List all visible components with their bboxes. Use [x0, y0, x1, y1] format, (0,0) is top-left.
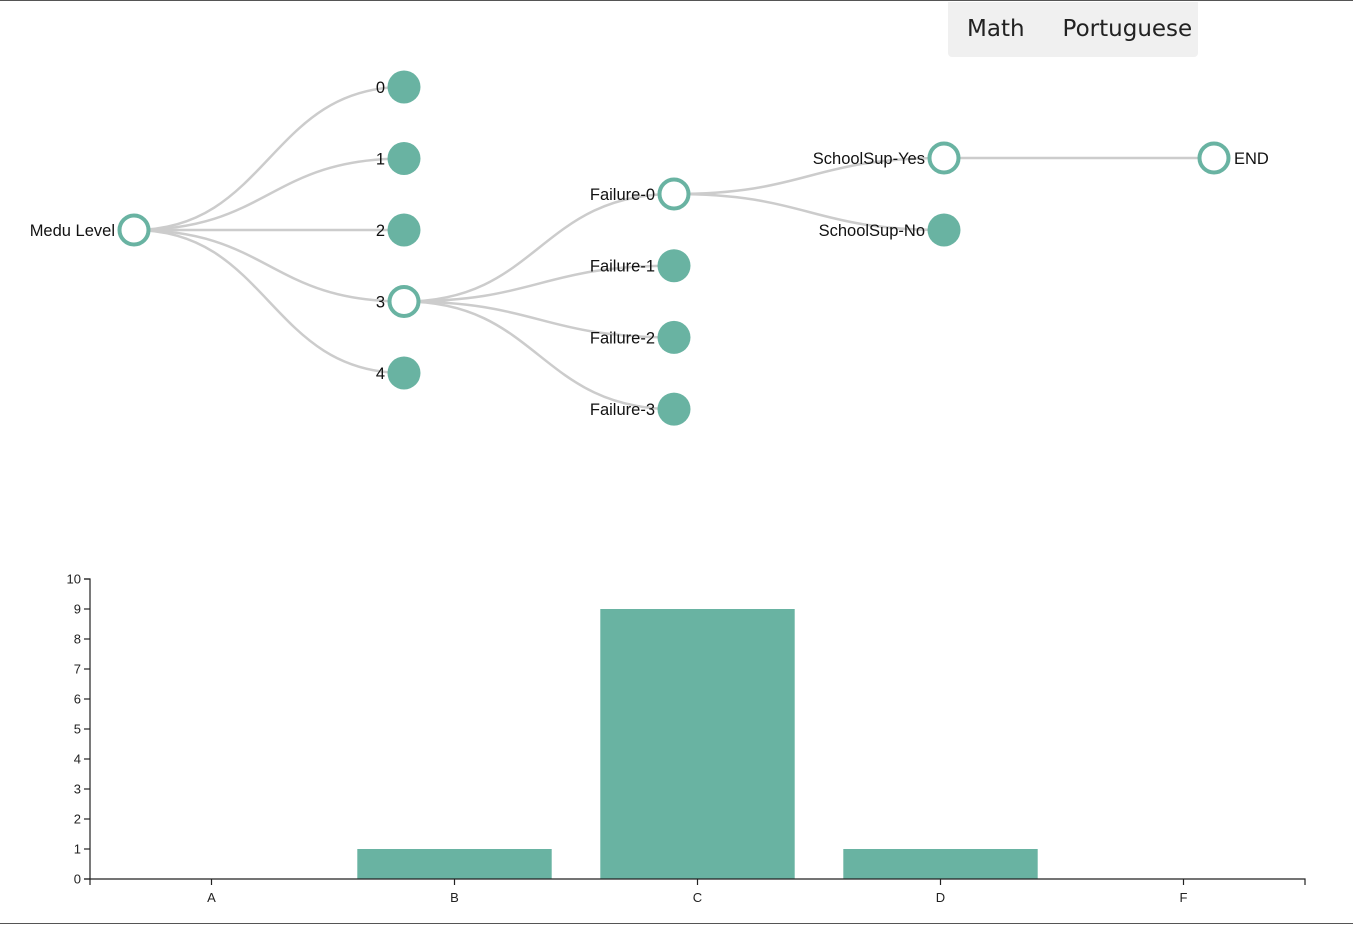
tree-node-medu-level[interactable]: Medu Level: [30, 213, 151, 247]
tree-link-0: [133, 85, 405, 232]
y-axis: 0 1 2 3 4 5 6 7 8 9 10: [67, 572, 91, 887]
tree-link-schoolsup-no: [673, 192, 945, 232]
tree-node-label: Failure-3: [590, 401, 655, 419]
tree-link-4: [133, 228, 405, 375]
tree-node-failure-3[interactable]: Failure-3: [590, 392, 691, 426]
y-tick-label-6: 6: [74, 692, 81, 707]
tree-node-circle[interactable]: [387, 213, 421, 247]
tree-node-circle[interactable]: [657, 320, 691, 354]
top-border: [0, 0, 1353, 1]
y-tick-label-3: 3: [74, 782, 81, 797]
tree-node-2[interactable]: 2: [376, 213, 421, 247]
tree-node-label: Failure-2: [590, 329, 655, 347]
bottom-border: [0, 923, 1353, 924]
tree-node-label: 4: [376, 365, 385, 383]
tree-node-circle[interactable]: [927, 141, 961, 175]
x-tick-label-a: A: [207, 890, 216, 905]
tree-node-circle[interactable]: [387, 356, 421, 390]
y-tick-label-7: 7: [74, 662, 81, 677]
tree-link-failure-3: [403, 300, 675, 411]
tree-node-4[interactable]: 4: [376, 356, 421, 390]
tree-node-0[interactable]: 0: [376, 70, 421, 104]
subject-tabs: Math Portuguese: [948, 2, 1198, 57]
tree-node-failure-0[interactable]: Failure-0: [590, 177, 691, 211]
tree-node-3[interactable]: 3: [376, 285, 421, 318]
tree-node-label: Failure-1: [590, 258, 655, 276]
tree-node-failure-2[interactable]: Failure-2: [590, 320, 691, 354]
tree-nodes: Medu Level 0 1 2 3 Failure-0 SchoolSup-Yes END S…: [30, 70, 1269, 426]
tree-node-circle[interactable]: [387, 142, 421, 175]
y-tick-label-0: 0: [74, 872, 81, 887]
tree-node-schoolsup-yes[interactable]: SchoolSup-Yes: [813, 141, 961, 175]
y-tick-label-10: 10: [67, 572, 81, 587]
tree-link-3: [133, 228, 405, 303]
x-tick-label-f: F: [1180, 890, 1188, 905]
tree-node-circle[interactable]: [657, 392, 691, 426]
x-tick-label-d: D: [936, 890, 945, 905]
tree-node-circle[interactable]: [117, 213, 151, 247]
tree-node-label: 1: [376, 151, 385, 169]
tree-link-failure-0: [403, 192, 675, 303]
y-tick-label-8: 8: [74, 632, 81, 647]
bar-c: [600, 609, 795, 879]
x-tick-label-b: B: [450, 890, 459, 905]
tree-node-label: SchoolSup-No: [819, 222, 925, 240]
tree-node-circle[interactable]: [387, 70, 421, 104]
y-tick-label-4: 4: [74, 752, 81, 767]
bar-d: [843, 849, 1038, 879]
bar-b: [357, 849, 552, 879]
tree-node-label: Medu Level: [30, 222, 115, 240]
tree-link-schoolsup-yes: [673, 156, 945, 196]
tree-node-circle[interactable]: [657, 249, 691, 283]
tab-math[interactable]: Math: [967, 16, 1025, 42]
y-tick-label-2: 2: [74, 812, 81, 827]
decision-tree: Medu Level 0 1 2 3 Failure-0 SchoolSup-Yes END S…: [30, 70, 1269, 426]
tree-node-end[interactable]: END: [1197, 141, 1269, 175]
tree-node-circle[interactable]: [1197, 141, 1231, 175]
tree-node-label: 3: [376, 294, 385, 312]
tree-link-1: [133, 157, 405, 232]
tree-link-failure-1: [403, 264, 675, 303]
tree-node-circle[interactable]: [387, 285, 421, 318]
tree-node-1[interactable]: 1: [376, 142, 421, 175]
tree-node-label: END: [1234, 150, 1269, 168]
tree-link-failure-2: [403, 300, 675, 339]
y-tick-label-9: 9: [74, 602, 81, 617]
tree-links: [133, 85, 1214, 411]
tree-node-failure-1[interactable]: Failure-1: [590, 249, 691, 283]
tab-portuguese[interactable]: Portuguese: [1062, 16, 1193, 42]
tree-node-schoolsup-no[interactable]: SchoolSup-No: [819, 213, 961, 247]
y-tick-label-1: 1: [74, 842, 81, 857]
tree-node-label: 2: [376, 222, 385, 240]
tree-node-label: Failure-0: [590, 186, 655, 204]
y-tick-label-5: 5: [74, 722, 81, 737]
tree-node-circle[interactable]: [927, 213, 961, 247]
tree-node-label: SchoolSup-Yes: [813, 150, 925, 168]
tree-node-circle[interactable]: [657, 177, 691, 211]
x-tick-label-c: C: [693, 890, 702, 905]
bars: [357, 609, 1038, 879]
tree-node-label: 0: [376, 79, 385, 97]
